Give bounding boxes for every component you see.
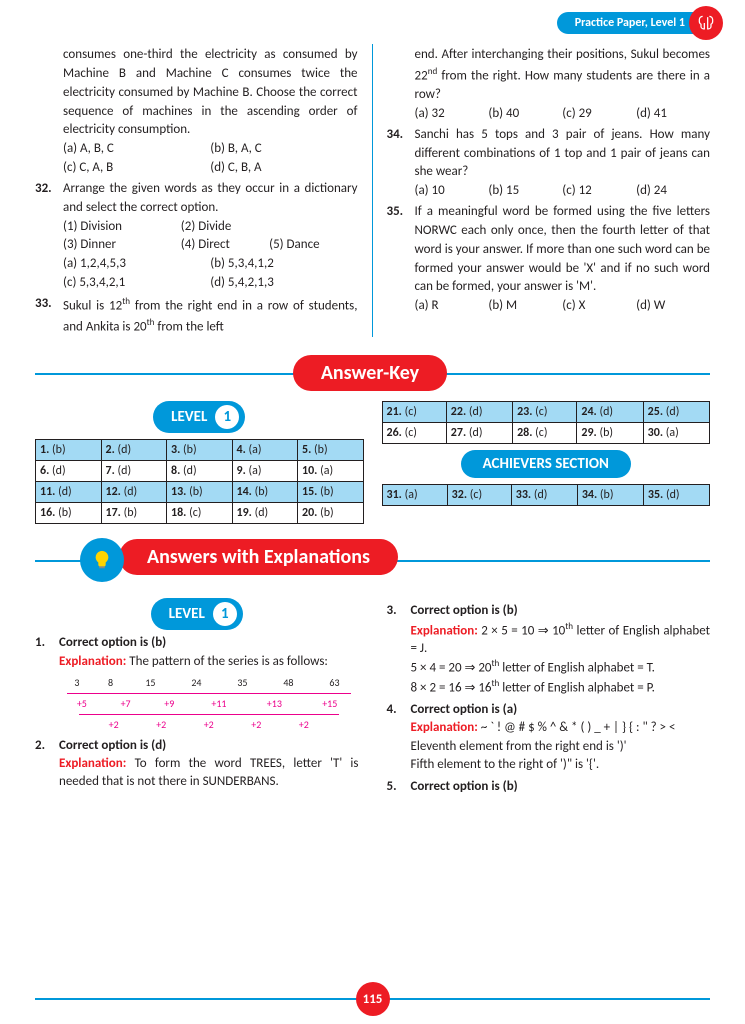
q31-opt-d: (d) C, B, A bbox=[210, 159, 357, 178]
q34-number: 34. bbox=[387, 126, 415, 201]
q32-number: 32. bbox=[35, 180, 63, 293]
answer-cell: 5. (b) bbox=[298, 440, 364, 461]
page-number: 115 bbox=[356, 982, 390, 1016]
answer-cell: 16. (b) bbox=[36, 503, 102, 524]
answer-cell: 29. (b) bbox=[577, 423, 643, 444]
q35-number: 35. bbox=[387, 203, 415, 316]
answer-cell: 13. (b) bbox=[167, 482, 233, 503]
answer-cell: 25. (d) bbox=[643, 402, 709, 423]
answer-cell: 31. (a) bbox=[382, 485, 447, 506]
answer-cell: 12. (d) bbox=[101, 482, 167, 503]
answer-cell: 9. (a) bbox=[232, 461, 298, 482]
answer-cell: 26. (c) bbox=[382, 423, 446, 444]
answer-table-2: 21. (c)22. (d)23. (c)24. (d)25. (d) 26. (… bbox=[382, 401, 711, 444]
answer-cell: 1. (b) bbox=[36, 440, 102, 461]
answer-cell: 3. (b) bbox=[167, 440, 233, 461]
answer-cell: 27. (d) bbox=[446, 423, 512, 444]
answer-cell: 14. (b) bbox=[232, 482, 298, 503]
answer-cell: 18. (c) bbox=[167, 503, 233, 524]
answer-cell: 17. (b) bbox=[101, 503, 167, 524]
answer-cell: 20. (b) bbox=[298, 503, 364, 524]
explanation-columns: LEVEL 1 1. Correct option is (b) Explana… bbox=[0, 592, 745, 796]
header-label: Practice Paper, Level 1 bbox=[575, 16, 685, 30]
answer-cell: 32. (c) bbox=[447, 485, 511, 506]
answer-cell: 15. (b) bbox=[298, 482, 364, 503]
answer-key-title: Answer-Key bbox=[293, 355, 447, 391]
header-badge: Practice Paper, Level 1 bbox=[557, 12, 715, 34]
q33-text-left: Sukul is 12th from the right end in a ro… bbox=[63, 295, 358, 337]
q35-text: If a meaningful word be formed using the… bbox=[415, 204, 711, 294]
answer-cell: 23. (c) bbox=[513, 402, 577, 423]
exp5-head: Correct option is (b) bbox=[411, 779, 518, 794]
answer-cell: 28. (c) bbox=[513, 423, 577, 444]
level-1-badge: LEVEL 1 bbox=[153, 401, 245, 433]
answer-cell: 35. (d) bbox=[643, 485, 709, 506]
right-column: end. After interchanging their positions… bbox=[373, 44, 711, 337]
answer-cell: 4. (a) bbox=[232, 440, 298, 461]
answer-cell: 2. (d) bbox=[101, 440, 167, 461]
achievers-badge: ACHIEVERS SECTION bbox=[461, 450, 631, 478]
left-column: consumes one-third the electricity as co… bbox=[35, 44, 373, 337]
answer-cell: 30. (a) bbox=[643, 423, 709, 444]
exp2-head: Correct option is (d) bbox=[59, 738, 166, 753]
q32-text: Arrange the given words as they occur in… bbox=[63, 181, 358, 215]
answer-cell: 10. (a) bbox=[298, 461, 364, 482]
q31-opt-c: (c) C, A, B bbox=[63, 159, 210, 178]
answer-table-3: 31. (a)32. (c)33. (d)34. (b)35. (d) bbox=[382, 484, 711, 506]
answer-cell: 22. (d) bbox=[446, 402, 512, 423]
exp1-head: Correct option is (b) bbox=[59, 635, 166, 650]
answer-cell: 33. (d) bbox=[511, 485, 577, 506]
q34-text: Sanchi has 5 tops and 3 pair of jeans. H… bbox=[415, 127, 711, 180]
q31-opt-a: (a) A, B, C bbox=[63, 140, 210, 159]
q33-number: 33. bbox=[35, 295, 63, 337]
series-diagram: 381524354863 +5+7+9+11+13+15 +2+2+2+2+2 bbox=[59, 675, 359, 733]
brain-icon bbox=[689, 6, 723, 40]
explanations-title: Answers with Explanations bbox=[119, 539, 398, 575]
answer-cell: 24. (d) bbox=[577, 402, 643, 423]
answer-cell: 21. (c) bbox=[382, 402, 446, 423]
q31-continuation: consumes one-third the electricity as co… bbox=[63, 46, 358, 140]
answer-cell: 11. (d) bbox=[36, 482, 102, 503]
exp4-head: Correct option is (a) bbox=[411, 702, 518, 717]
level-1-badge-exp: LEVEL 1 bbox=[151, 598, 243, 630]
question-columns: consumes one-third the electricity as co… bbox=[0, 42, 745, 347]
page-header: Practice Paper, Level 1 bbox=[0, 0, 745, 42]
q31-opt-b: (b) B, A, C bbox=[210, 140, 357, 159]
answer-cell: 7. (d) bbox=[101, 461, 167, 482]
answer-cell: 19. (d) bbox=[232, 503, 298, 524]
answer-cell: 8. (d) bbox=[167, 461, 233, 482]
bulb-icon bbox=[80, 538, 124, 582]
q33-text-right: end. After interchanging their positions… bbox=[415, 46, 711, 105]
answer-tables: LEVEL 1 1. (b)2. (d)3. (b)4. (a)5. (b) 6.… bbox=[0, 401, 745, 524]
answer-table-1: 1. (b)2. (d)3. (b)4. (a)5. (b) 6. (d)7. (… bbox=[35, 439, 364, 524]
explanations-header: Answers with Explanations bbox=[35, 538, 710, 582]
exp3-head: Correct option is (b) bbox=[411, 603, 518, 618]
answer-key-header: Answer-Key bbox=[35, 355, 710, 391]
answer-cell: 34. (b) bbox=[577, 485, 643, 506]
answer-cell: 6. (d) bbox=[36, 461, 102, 482]
